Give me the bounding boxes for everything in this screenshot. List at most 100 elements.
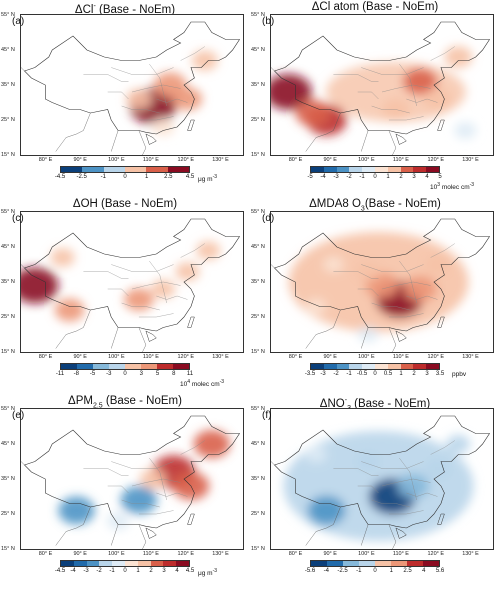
province-border [149, 457, 167, 501]
province-border [388, 313, 424, 318]
colorbar-tick-label: -3 [320, 371, 326, 377]
panel-title: ΔOH (Base - NoEm) [0, 197, 250, 211]
colorbar-unit: μg m-3 [198, 174, 217, 183]
lon-tick-label: 80° E [288, 157, 303, 163]
panel-title-sub: 2.5 [92, 402, 103, 410]
colorbar-bin [387, 167, 401, 172]
colorbar-tick-label: 4.5 [185, 568, 195, 574]
field-hotspot [21, 267, 59, 304]
neighbor-border [388, 130, 397, 155]
lat-tick-label: 25° N [251, 117, 265, 123]
country-border [23, 21, 241, 135]
colorbar-bin [124, 561, 138, 566]
neighbor-border [138, 130, 147, 155]
field-hotspot [358, 326, 379, 343]
country-border [273, 415, 491, 529]
colorbar-bin [387, 364, 401, 369]
lat-tick-label: 35° N [1, 82, 15, 88]
field-hotspot [355, 262, 381, 281]
lon-tick-label: 80° E [288, 354, 303, 360]
colorbar-bin [374, 364, 388, 369]
colorbar-tick-label: 3 [162, 568, 166, 574]
field-hotspot [139, 469, 166, 489]
colorbar-bin [99, 561, 113, 566]
colorbar-tick-label: 2.5 [164, 174, 173, 180]
colorbar-tick-label: 4 [422, 568, 426, 574]
lon-tick-label: 120° E [427, 354, 445, 360]
panel-title-suffix: (Base - NoEm) [350, 397, 431, 410]
field-hotspot [323, 256, 344, 273]
province-border [107, 288, 129, 297]
lon-tick-label: 110° E [392, 354, 409, 360]
colorbar-tick-label: 0 [373, 568, 377, 574]
colorbar-tick-label: -4.5 [54, 174, 66, 180]
map-area [270, 408, 494, 550]
lat-tick-label: 15° N [1, 546, 15, 552]
map-area [20, 408, 244, 550]
island-outline [145, 527, 157, 539]
lat-tick-label: 55° N [1, 406, 15, 412]
field-hotspot [307, 495, 346, 526]
lon-tick-label: 130° E [212, 551, 229, 557]
neighbor-border [361, 130, 369, 152]
lat-tick-label: 55° N [251, 209, 265, 215]
colorbar-tick-label: -3 [83, 568, 89, 574]
colorbar-tick-label: 0.5 [383, 371, 393, 377]
colorbar [310, 166, 440, 173]
province-border [406, 98, 438, 103]
colorbar-bin [375, 561, 391, 566]
field-hotspot [151, 118, 175, 136]
province-border [357, 288, 379, 297]
field-hotspot [120, 486, 158, 514]
field-hotspot [58, 496, 95, 525]
province-border [156, 98, 188, 103]
province-border [399, 260, 417, 304]
lat-tick-label: 15° N [1, 349, 15, 355]
panel-title-text: ΔNO [319, 397, 345, 410]
province-border [357, 485, 379, 494]
colorbar-tick-label: -2 [346, 174, 352, 180]
colorbar-tick-label: 3 [139, 371, 143, 377]
field-hotspot [424, 458, 451, 479]
province-border [121, 499, 160, 508]
province-border [180, 243, 205, 258]
colorbar-tick-label: 1 [399, 371, 403, 377]
colorbar-tick-label: -2 [333, 371, 339, 377]
lon-tick-label: 120° E [177, 354, 195, 360]
lat-tick-label: 45° N [1, 47, 15, 53]
province-border [333, 271, 379, 279]
colorbar-bin [362, 167, 375, 172]
island-outline [187, 513, 195, 525]
colorbar-tick-label: -11 [55, 371, 65, 377]
lon-tick-label: 130° E [462, 354, 479, 360]
colorbar-bin [343, 561, 359, 566]
colorbar-bin [125, 364, 141, 369]
country-border [273, 218, 491, 332]
colorbar-bin [323, 364, 337, 369]
neighbor-border [55, 112, 91, 152]
colorbar-tick-label: 4.5 [185, 174, 195, 180]
field-hotspot [196, 241, 221, 260]
panel-label: (a) [12, 16, 25, 27]
lon-tick-label: 110° E [392, 157, 409, 163]
province-border [381, 478, 431, 487]
province-border [406, 492, 438, 497]
map-area [270, 211, 494, 353]
province-border [83, 74, 129, 82]
neighbor-border [21, 264, 25, 269]
province-border [361, 461, 424, 469]
panel-title: ΔCl- (Base - NoEm) [0, 0, 250, 17]
map-svg [21, 415, 241, 549]
neighbor-border [388, 327, 397, 352]
lat-tick-label: 35° N [251, 279, 265, 285]
lon-tick-label: 100° E [108, 157, 125, 163]
province-border [131, 281, 181, 290]
island-outline [187, 119, 195, 131]
map-panel: ΔCl- (Base - NoEm) (a) 55° N 45° N 35° N 25° … [0, 0, 250, 197]
province-border [156, 295, 188, 300]
island-outline [437, 119, 445, 131]
colorbar-tick-label: -4 [323, 568, 329, 574]
neighbor-border [271, 264, 275, 269]
colorbar-tick-label: -5 [307, 174, 313, 180]
colorbar-tick-label: -1 [100, 174, 106, 180]
